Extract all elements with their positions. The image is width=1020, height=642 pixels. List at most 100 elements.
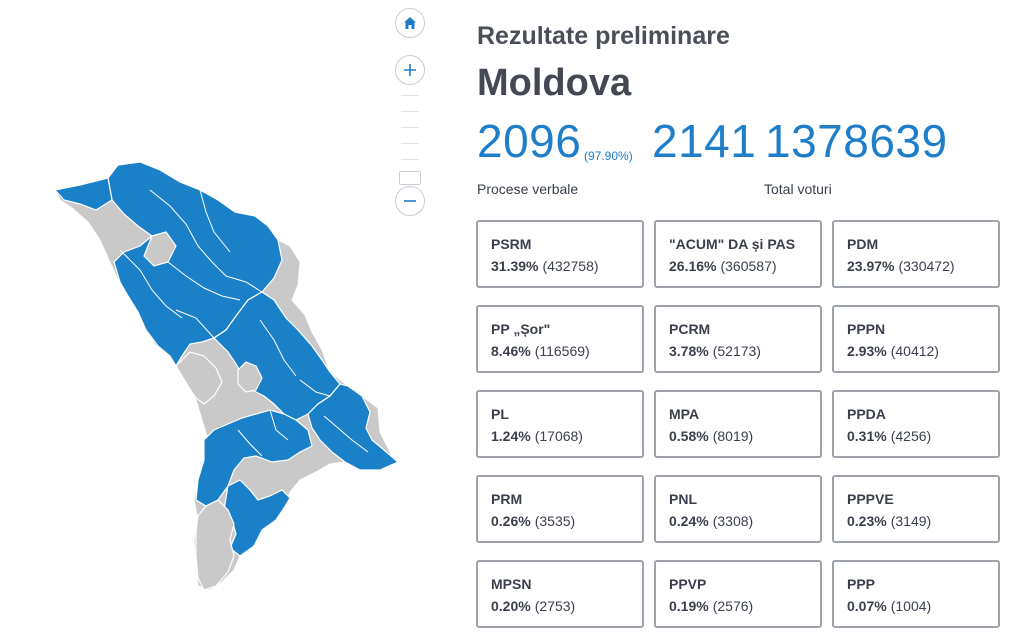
party-percent: 0.20% bbox=[491, 598, 531, 614]
party-name: PPPVE bbox=[847, 491, 894, 507]
party-stats: 3.78% (52173) bbox=[669, 343, 820, 359]
results-subtitle: Rezultate preliminare bbox=[477, 22, 730, 50]
party-name: PNL bbox=[669, 491, 697, 507]
party-percent: 0.58% bbox=[669, 428, 709, 444]
moldova-map[interactable] bbox=[0, 0, 460, 642]
party-card[interactable]: PDM 23.97% (330472) bbox=[832, 220, 1000, 288]
party-card[interactable]: PPDA 0.31% (4256) bbox=[832, 390, 1000, 458]
district-borders bbox=[119, 189, 369, 457]
party-name: PP „Șor" bbox=[491, 321, 551, 337]
party-name: PPDA bbox=[847, 406, 886, 422]
party-stats: 0.26% (3535) bbox=[491, 513, 642, 529]
party-stats: 31.39% (432758) bbox=[491, 258, 642, 274]
party-card[interactable]: PPPVE 0.23% (3149) bbox=[832, 475, 1000, 543]
party-stats: 0.19% (2576) bbox=[669, 598, 820, 614]
party-percent: 26.16% bbox=[669, 258, 717, 274]
party-card[interactable]: PL 1.24% (17068) bbox=[476, 390, 644, 458]
party-card[interactable]: PRM 0.26% (3535) bbox=[476, 475, 644, 543]
party-stats: 8.46% (116569) bbox=[491, 343, 642, 359]
party-percent: 0.24% bbox=[669, 513, 709, 529]
zoom-in-button[interactable] bbox=[395, 55, 425, 85]
minus-icon bbox=[404, 200, 416, 202]
votes-label: Total voturi bbox=[764, 181, 832, 197]
party-votes: (40412) bbox=[890, 343, 939, 359]
map-region-capital[interactable] bbox=[237, 361, 263, 393]
party-name: PL bbox=[491, 406, 509, 422]
party-votes: (4256) bbox=[890, 428, 932, 444]
party-card[interactable]: PP „Șor" 8.46% (116569) bbox=[476, 305, 644, 373]
party-votes: (3535) bbox=[534, 513, 576, 529]
total-stations-count: 2141 bbox=[652, 115, 757, 167]
party-votes: (2576) bbox=[712, 598, 754, 614]
region-title: Moldova bbox=[477, 62, 632, 104]
map-region-north[interactable] bbox=[107, 161, 283, 368]
party-stats: 0.23% (3149) bbox=[847, 513, 998, 529]
map-region-south[interactable] bbox=[223, 479, 291, 557]
party-percent: 0.31% bbox=[847, 428, 887, 444]
party-percent: 23.97% bbox=[847, 258, 895, 274]
map-region-northwest[interactable] bbox=[53, 177, 113, 211]
party-name: PPP bbox=[847, 576, 876, 592]
party-name: MPA bbox=[669, 406, 700, 422]
processed-percent: (97.90%) bbox=[584, 149, 633, 163]
party-card[interactable]: MPA 0.58% (8019) bbox=[654, 390, 822, 458]
party-stats: 2.93% (40412) bbox=[847, 343, 998, 359]
party-card[interactable]: PPP 0.07% (1004) bbox=[832, 560, 1000, 628]
map-region-grey-south[interactable] bbox=[195, 499, 235, 591]
party-percent: 0.19% bbox=[669, 598, 709, 614]
party-name: PSRM bbox=[491, 236, 532, 252]
home-button[interactable] bbox=[395, 8, 425, 38]
party-name: PRM bbox=[491, 491, 523, 507]
party-card[interactable]: PPPN 2.93% (40412) bbox=[832, 305, 1000, 373]
party-votes: (116569) bbox=[534, 343, 590, 359]
party-stats: 0.20% (2753) bbox=[491, 598, 642, 614]
processed-label: Procese verbale bbox=[477, 181, 579, 197]
party-card[interactable]: PNL 0.24% (3308) bbox=[654, 475, 822, 543]
zoom-slider[interactable] bbox=[401, 95, 419, 185]
party-stats: 23.97% (330472) bbox=[847, 258, 998, 274]
zoom-slider-handle[interactable] bbox=[399, 171, 421, 185]
party-card[interactable]: PSRM 31.39% (432758) bbox=[476, 220, 644, 288]
party-percent: 0.23% bbox=[847, 513, 887, 529]
party-name: PCRM bbox=[669, 321, 711, 337]
party-votes: (8019) bbox=[712, 428, 754, 444]
map-area[interactable] bbox=[0, 0, 460, 642]
party-name: "ACUM" DA și PAS bbox=[669, 236, 796, 252]
zoom-tick bbox=[401, 95, 419, 96]
map-region-south-central[interactable] bbox=[195, 409, 313, 507]
party-percent: 0.26% bbox=[491, 513, 531, 529]
zoom-tick bbox=[401, 127, 419, 128]
party-name: PPPN bbox=[847, 321, 886, 337]
zoom-tick bbox=[401, 143, 419, 144]
plus-icon bbox=[404, 64, 416, 76]
party-percent: 3.78% bbox=[669, 343, 709, 359]
party-card[interactable]: MPSN 0.20% (2753) bbox=[476, 560, 644, 628]
party-card[interactable]: PPVP 0.19% (2576) bbox=[654, 560, 822, 628]
party-stats: 26.16% (360587) bbox=[669, 258, 820, 274]
home-icon bbox=[404, 17, 416, 29]
zoom-out-button[interactable] bbox=[395, 186, 425, 216]
party-votes: (17068) bbox=[534, 428, 583, 444]
party-votes: (330472) bbox=[898, 258, 955, 274]
zoom-tick bbox=[401, 159, 419, 160]
party-percent: 0.07% bbox=[847, 598, 887, 614]
party-votes: (1004) bbox=[890, 598, 932, 614]
party-percent: 2.93% bbox=[847, 343, 887, 359]
party-votes: (3149) bbox=[890, 513, 932, 529]
party-stats: 0.07% (1004) bbox=[847, 598, 998, 614]
party-name: MPSN bbox=[491, 576, 532, 592]
party-card[interactable]: PCRM 3.78% (52173) bbox=[654, 305, 822, 373]
party-votes: (2753) bbox=[534, 598, 576, 614]
map-region-east[interactable] bbox=[307, 383, 400, 471]
party-stats: 1.24% (17068) bbox=[491, 428, 642, 444]
party-percent: 31.39% bbox=[491, 258, 539, 274]
party-stats: 0.24% (3308) bbox=[669, 513, 820, 529]
party-stats: 0.31% (4256) bbox=[847, 428, 998, 444]
party-name: PPVP bbox=[669, 576, 707, 592]
party-card[interactable]: "ACUM" DA și PAS 26.16% (360587) bbox=[654, 220, 822, 288]
party-votes: (432758) bbox=[542, 258, 599, 274]
party-percent: 1.24% bbox=[491, 428, 531, 444]
party-votes: (52173) bbox=[712, 343, 761, 359]
map-region-grey-west[interactable] bbox=[175, 351, 223, 405]
total-votes-count: 1378639 bbox=[765, 115, 948, 167]
